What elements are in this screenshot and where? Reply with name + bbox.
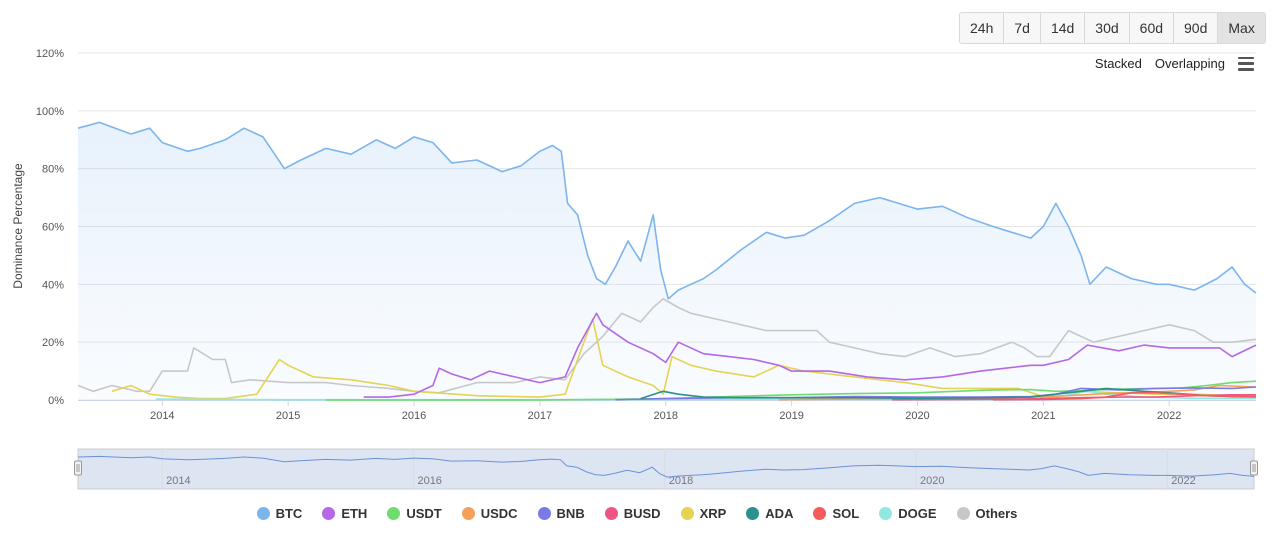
x-tick-label: 2022: [1157, 410, 1181, 422]
legend-item-others[interactable]: Others: [956, 505, 1018, 521]
range-button-60d[interactable]: 60d: [1130, 13, 1175, 43]
legend-item-usdt[interactable]: USDT: [387, 505, 442, 521]
legend-swatch-icon: [956, 506, 970, 520]
navigator-handle-grip[interactable]: [74, 460, 82, 476]
navigator-handle-grip[interactable]: [1250, 460, 1258, 476]
range-button-24h[interactable]: 24h: [960, 13, 1005, 43]
series-line-btc[interactable]: [77, 121, 1257, 300]
legend-swatch-icon: [256, 506, 270, 520]
range-button-30d[interactable]: 30d: [1085, 13, 1130, 43]
series-area-btc: [78, 122, 1256, 401]
legend-item-usdc[interactable]: USDC: [461, 505, 518, 521]
overlapping-mode-button[interactable]: Overlapping: [1154, 56, 1225, 71]
legend-label: ADA: [765, 505, 794, 521]
legend-label: XRP: [699, 505, 727, 521]
navigator-tick-label: 2014: [166, 475, 190, 487]
navigator-window[interactable]: [77, 448, 1255, 490]
legend-swatch-icon: [813, 506, 827, 520]
navigator-tick-label: 2018: [669, 475, 693, 487]
chart-mode-bar: Stacked Overlapping: [1095, 56, 1254, 71]
range-button-90d[interactable]: 90d: [1174, 13, 1219, 43]
legend-item-doge[interactable]: DOGE: [879, 505, 937, 521]
stacked-mode-button[interactable]: Stacked: [1094, 56, 1142, 71]
range-button-7d[interactable]: 7d: [1004, 13, 1041, 43]
y-tick-label: 60%: [42, 222, 64, 234]
y-tick-label: 120%: [36, 48, 64, 60]
legend-swatch-icon: [680, 506, 694, 520]
series-line-others[interactable]: [77, 298, 1257, 394]
legend-swatch-icon: [461, 506, 475, 520]
x-tick-label: 2016: [402, 410, 426, 422]
x-tick-label: 2020: [905, 410, 929, 422]
legend-swatch-icon: [322, 506, 336, 520]
navigator-tick-label: 2020: [920, 475, 944, 487]
y-tick-label: 100%: [36, 106, 64, 118]
navigator-tick-label: 2022: [1171, 475, 1195, 487]
legend-swatch-icon: [604, 506, 618, 520]
legend-item-busd[interactable]: BUSD: [604, 505, 661, 521]
legend-item-bnb[interactable]: BNB: [537, 505, 585, 521]
y-axis-label: Dominance Percentage: [11, 163, 25, 289]
legend-item-btc[interactable]: BTC: [256, 505, 303, 521]
series-line-sol[interactable]: [992, 392, 1256, 401]
legend-swatch-icon: [537, 506, 551, 520]
legend-label: Others: [975, 505, 1018, 521]
navigator-tick-label: 2016: [417, 475, 441, 487]
x-tick-label: 2017: [528, 410, 552, 422]
x-axis-ticks: 2014 2015 2016 2017 2018 2019 2020 2021 2022: [78, 400, 1256, 422]
y-axis-ticks: 0% 20% 40% 60% 80% 100% 120%: [36, 48, 64, 407]
x-tick-label: 2019: [779, 410, 803, 422]
x-tick-label: 2018: [653, 410, 677, 422]
y-tick-label: 80%: [42, 164, 64, 176]
legend: BTC ETH USDT USDC BNB BUSD XRP ADA SOL DOGE Others: [0, 502, 1274, 524]
range-button-14d[interactable]: 14d: [1041, 13, 1086, 43]
legend-item-sol[interactable]: SOL: [813, 506, 859, 521]
legend-label: BNB: [556, 505, 585, 521]
legend-swatch-icon: [387, 506, 401, 520]
legend-label: USDT: [406, 505, 442, 521]
legend-item-xrp[interactable]: XRP: [680, 505, 727, 521]
y-tick-label: 40%: [42, 279, 64, 291]
legend-label: ETH: [341, 505, 368, 521]
legend-label: BUSD: [623, 505, 661, 521]
legend-item-ada[interactable]: ADA: [746, 506, 793, 521]
series-lines: [77, 121, 1257, 401]
navigator: 2014 2016 2018 2020 2022: [74, 448, 1258, 490]
legend-label: USDC: [480, 505, 518, 521]
legend-swatch-icon: [879, 506, 893, 520]
x-tick-label: 2014: [150, 410, 174, 422]
navigator-handle-left[interactable]: [74, 460, 82, 476]
x-tick-label: 2015: [276, 410, 300, 422]
navigator-series-btc: [77, 455, 1255, 478]
range-button-max[interactable]: Max: [1218, 13, 1265, 43]
y-tick-label: 20%: [42, 337, 64, 349]
legend-label: DOGE: [898, 505, 937, 521]
time-range-selector: 24h 7d 14d 30d 60d 90d Max: [959, 12, 1266, 44]
hamburger-menu-icon[interactable]: [1238, 56, 1254, 71]
legend-label: SOL: [832, 505, 860, 521]
x-tick-label: 2021: [1031, 410, 1055, 422]
y-tick-label: 0%: [48, 395, 64, 407]
legend-item-eth[interactable]: ETH: [322, 506, 367, 521]
legend-label: BTC: [275, 505, 303, 521]
series-line-eth[interactable]: [363, 312, 1257, 398]
navigator-handle-right[interactable]: [1250, 460, 1258, 476]
legend-swatch-icon: [746, 506, 760, 520]
